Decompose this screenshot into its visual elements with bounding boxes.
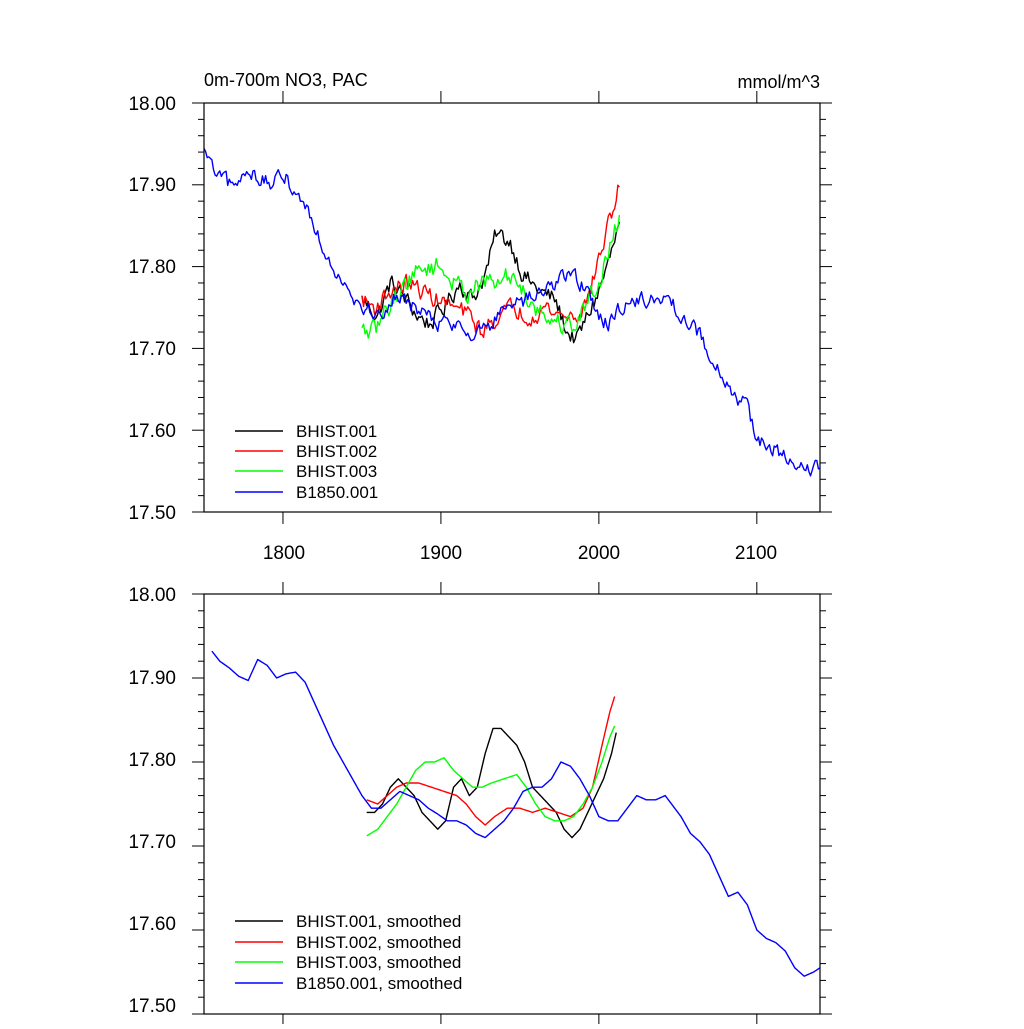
bottom-series-layer xyxy=(211,650,821,977)
series-line xyxy=(361,221,621,344)
legend-label: BHIST.003 xyxy=(296,462,377,481)
series-line xyxy=(203,148,821,477)
legend-label: BHIST.001 xyxy=(296,422,377,441)
y-tick-label: 18.00 xyxy=(128,585,176,606)
y-tick-label: 17.70 xyxy=(128,339,176,360)
legend-entry: BHIST.003, smoothed xyxy=(235,953,461,972)
series-line xyxy=(366,727,617,839)
top-panel: 0m-700m NO3, PAC mmol/m^3 17.50 17.60 17… xyxy=(128,70,832,564)
x-tick-label: 2100 xyxy=(735,543,777,564)
chart-units-label: mmol/m^3 xyxy=(738,72,820,92)
legend-label: BHIST.003, smoothed xyxy=(296,953,461,972)
y-tick-label: 17.80 xyxy=(128,750,176,771)
top-series-layer xyxy=(203,148,821,477)
top-legend: BHIST.001 BHIST.002 BHIST.003 B1850.001 xyxy=(235,422,378,502)
x-tick-label: 1900 xyxy=(420,543,462,564)
series-line xyxy=(366,696,616,826)
bottom-legend: BHIST.001, smoothed BHIST.002, smoothed … xyxy=(235,912,462,993)
top-x-tick-labels: 1800 1900 2000 2100 xyxy=(263,543,777,564)
chart-title-left: 0m-700m NO3, PAC xyxy=(204,70,368,90)
y-tick-label: 17.60 xyxy=(128,914,176,935)
legend-label: BHIST.002 xyxy=(296,442,377,461)
legend-label: B1850.001 xyxy=(296,483,378,502)
legend-entry: BHIST.002, smoothed xyxy=(235,933,461,952)
y-tick-label: 17.50 xyxy=(128,503,176,524)
legend-entry: B1850.001 xyxy=(235,483,378,502)
legend-entry: BHIST.001 xyxy=(235,422,377,441)
legend-label: BHIST.002, smoothed xyxy=(296,933,461,952)
legend-label: BHIST.001, smoothed xyxy=(296,912,461,931)
y-tick-label: 17.60 xyxy=(128,421,176,442)
y-tick-label: 17.50 xyxy=(128,996,176,1017)
y-tick-label: 17.70 xyxy=(128,832,176,853)
series-line xyxy=(366,725,616,837)
y-tick-label: 17.80 xyxy=(128,257,176,278)
x-tick-label: 2000 xyxy=(578,543,620,564)
bottom-plot-frame xyxy=(203,593,821,1015)
legend-entry: BHIST.001, smoothed xyxy=(235,912,461,931)
bottom-y-tick-labels: 17.50 17.60 17.70 17.80 17.90 18.00 xyxy=(128,585,176,1017)
series-line xyxy=(361,214,621,339)
bottom-tick-layer xyxy=(192,582,832,1026)
legend-entry: BHIST.003 xyxy=(235,462,377,481)
y-tick-label: 17.90 xyxy=(128,668,176,689)
top-plot-frame xyxy=(203,102,821,513)
bottom-panel: 17.50 17.60 17.70 17.80 17.90 18.00 BHIS… xyxy=(128,582,832,1026)
x-tick-label: 1800 xyxy=(263,543,305,564)
legend-label: B1850.001, smoothed xyxy=(296,974,462,993)
top-y-tick-labels: 17.50 17.60 17.70 17.80 17.90 18.00 xyxy=(128,94,176,524)
series-line xyxy=(211,650,821,977)
legend-entry: BHIST.002 xyxy=(235,442,377,461)
top-tick-layer xyxy=(192,91,832,524)
y-tick-label: 18.00 xyxy=(128,94,176,115)
y-tick-label: 17.90 xyxy=(128,175,176,196)
legend-entry: B1850.001, smoothed xyxy=(235,974,462,993)
